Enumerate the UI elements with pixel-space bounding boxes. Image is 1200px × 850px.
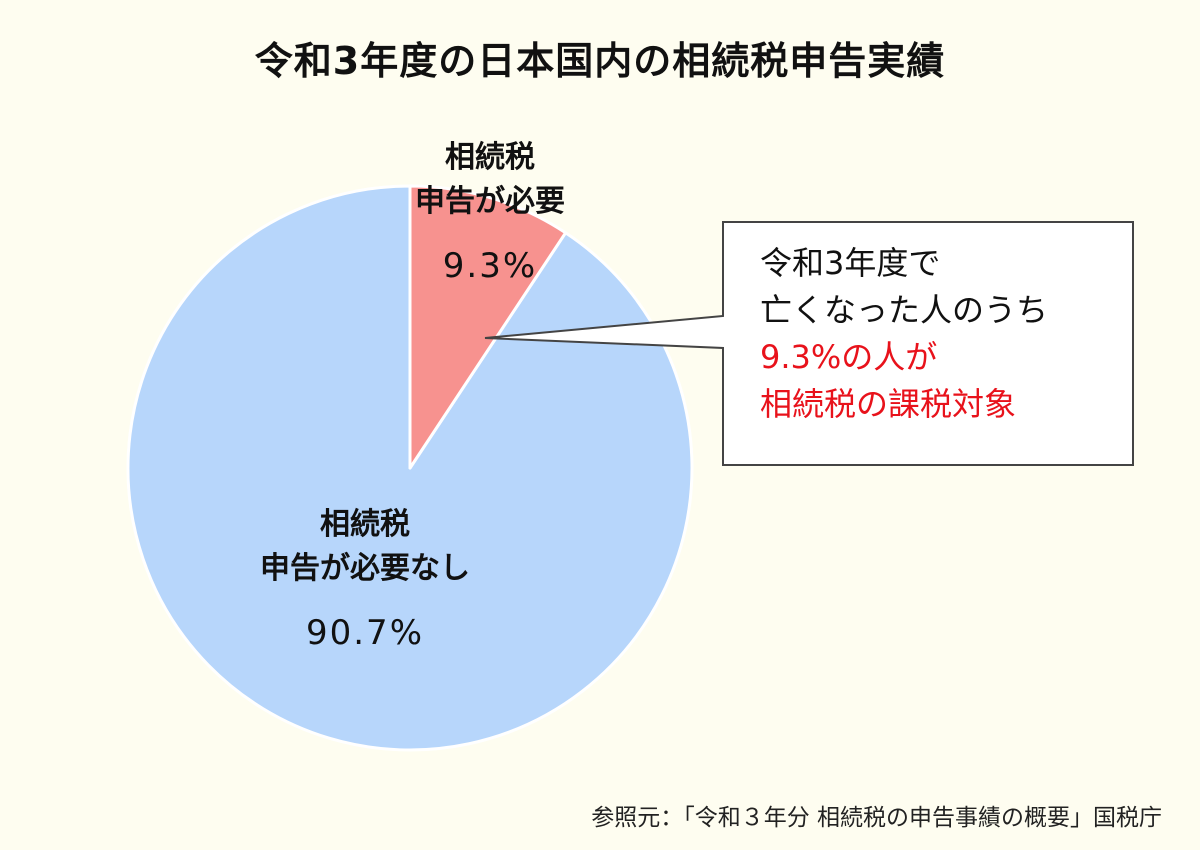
- slice-label-line1: 相続税: [320, 507, 410, 542]
- slice-percentage: 90.7%: [305, 613, 424, 653]
- callout-line: 令和3年度で: [760, 244, 941, 282]
- callout-text: 令和3年度で 亡くなった人のうち 9.3%の人が 相続税の課税対象: [760, 240, 1120, 428]
- source-note: 参照元：「令和３年分 相続税の申告事績の概要」国税庁: [591, 805, 1162, 831]
- slice-label-line1: 相続税: [445, 140, 535, 175]
- slice-label-filing-required: 相続税 申告が必要 9.3%: [405, 136, 575, 288]
- slice-label-line2: 申告が必要なし: [260, 551, 470, 586]
- callout-line: 亡くなった人のうち: [760, 291, 1049, 329]
- slice-percentage: 9.3%: [442, 246, 538, 286]
- callout-highlight-line: 相続税の課税対象: [760, 385, 1017, 423]
- slice-label-no-filing-required: 相続税 申告が必要なし 90.7%: [205, 503, 525, 655]
- chart-title: 令和3年度の日本国内の相続税申告実績: [254, 39, 946, 83]
- callout-highlight-line: 9.3%の人が: [760, 338, 938, 376]
- pie-slice-no-filing-required: [126, 184, 694, 752]
- pie-slice-filing-required: [408, 184, 568, 470]
- slice-label-line2: 申告が必要: [415, 184, 565, 219]
- callout-box: [484, 221, 1134, 466]
